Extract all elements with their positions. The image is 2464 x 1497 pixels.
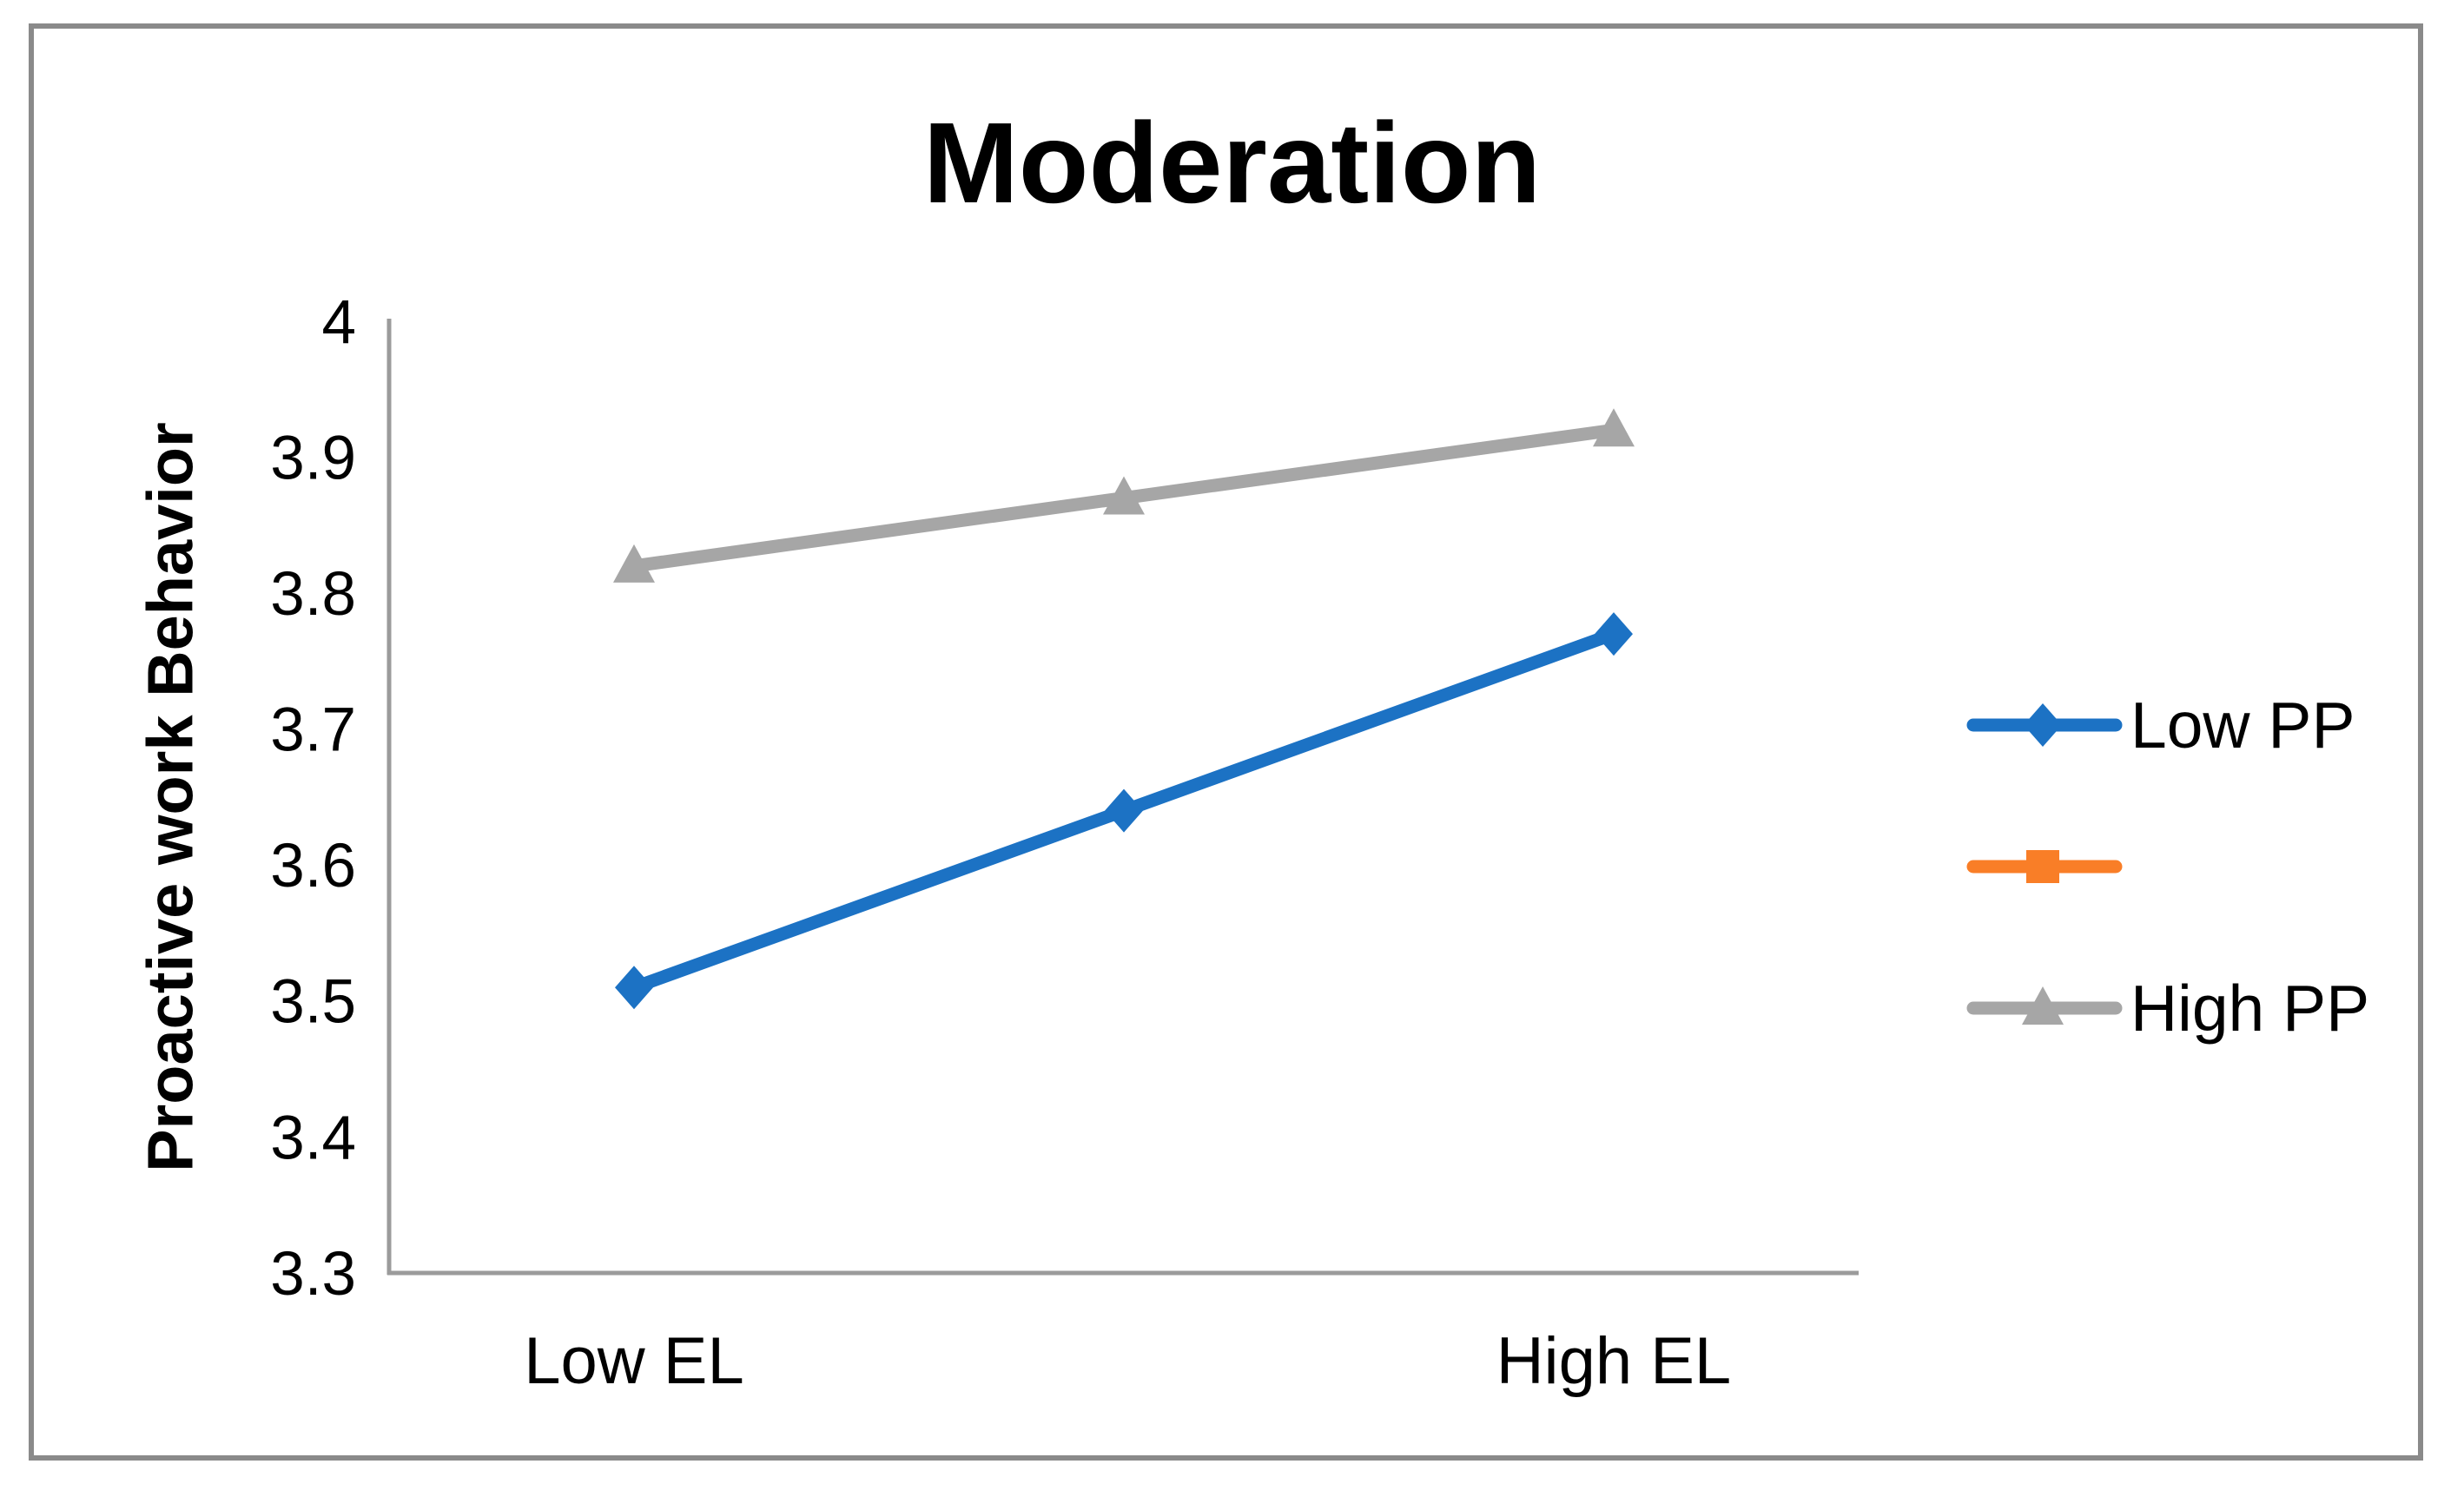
y-tick-label: 3.5 — [270, 968, 356, 1037]
legend-item-high-pp: High PP — [1966, 968, 2369, 1048]
y-tick-label: 3.7 — [270, 696, 356, 765]
triangle-marker — [613, 544, 655, 583]
chart-title: Moderation — [922, 99, 1542, 227]
legend-label: High PP — [2130, 971, 2370, 1045]
y-tick-label: 3.3 — [270, 1240, 356, 1309]
y-tick-label: 3.6 — [270, 832, 356, 900]
legend-label: Low PP — [2130, 688, 2355, 762]
square-legend-key-icon — [1966, 850, 2123, 883]
triangle-legend-key-icon — [1966, 986, 2123, 1025]
diamond-marker — [1595, 612, 1633, 656]
x-category-label: High EL — [1496, 1324, 1731, 1398]
legend-item-low-pp: Low PP — [1966, 685, 2355, 765]
figure-border — [29, 23, 2423, 1461]
y-tick-label: 3.4 — [270, 1104, 356, 1172]
legend-item-blank — [1966, 827, 2130, 907]
diamond-legend-key-icon — [1966, 703, 2123, 747]
diamond-marker — [1105, 788, 1143, 833]
y-tick-label: 4 — [322, 288, 357, 357]
y-tick-label: 3.9 — [270, 424, 356, 492]
triangle-marker — [1103, 476, 1145, 515]
diamond-marker — [615, 966, 653, 1010]
y-tick-label: 3.8 — [270, 560, 356, 629]
x-category-label: Low EL — [524, 1324, 744, 1398]
triangle-marker — [1593, 408, 1635, 447]
